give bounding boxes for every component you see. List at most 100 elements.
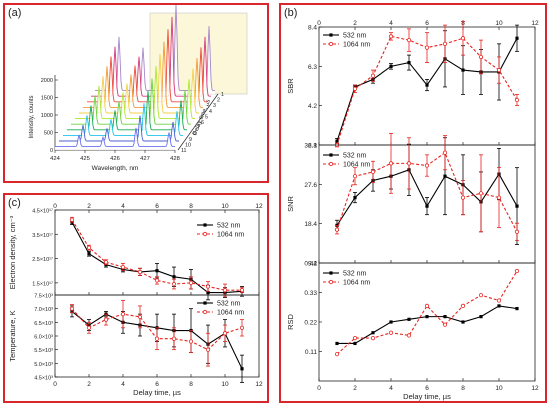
data-point-1064 [120,264,126,270]
legend-label: 532 nm [343,271,367,278]
y-tick-label: 0.33 [304,290,317,297]
data-point-532 [515,306,519,311]
y-tick-label: 6.5×10³ [34,321,53,327]
data-point-1064 [370,169,376,175]
y-tick-label: 4.2 [308,103,317,110]
y-tick-label: 4.5×10³ [34,376,53,382]
data-point-1064 [205,284,211,289]
data-point-1064 [496,195,502,200]
data-point-532 [353,195,357,200]
y-tick-label: 1500 [41,96,53,102]
trace-fill [83,41,203,111]
data-point-1064 [388,34,394,39]
z-tick-label: 9 [189,137,192,143]
x-tick-label: 10 [221,381,229,388]
trace-fill [79,53,199,117]
data-point-532 [407,60,411,65]
trace-fill [63,103,183,139]
data-point-1064 [239,288,245,293]
data-point-1064 [514,268,520,274]
data-point-1064 [478,293,484,298]
y-tick-label: 27.6 [304,182,317,189]
data-point-1064 [514,229,520,234]
z-tick-label: 5 [205,114,208,120]
y-axis-label: RSD [286,314,295,330]
data-point-1064 [154,278,160,283]
z-tick-label: 1 [221,92,224,98]
data-point-1064 [496,298,502,303]
data-point-1064 [86,325,92,330]
data-point-1064 [239,325,245,330]
data-point-532 [389,320,393,324]
y-tick-label: 2.5×10¹⁷ [32,256,53,263]
data-point-1064 [352,335,358,341]
y-tick-label: 500 [44,131,53,137]
x-top-tick-label: 10 [495,20,503,27]
data-point-1064 [352,174,358,179]
data-point-532 [172,275,176,279]
data-point-1064 [103,260,109,265]
x-tick-label: 6 [155,381,159,388]
series-line-1064 [336,270,518,355]
x-top-tick-label: 12 [531,20,539,27]
y-tick-label: 5.0×10³ [34,362,53,368]
data-point-1064 [69,217,75,222]
x-tick-label: 427 [140,156,150,162]
y-tick-label: 9.2 [308,261,317,268]
panel-a-label: (a) [8,7,22,19]
data-point-532 [461,320,465,324]
data-point-1064 [205,347,211,352]
x-top-tick-label: 0 [317,20,321,27]
data-point-1064 [388,161,394,166]
x-tick-label: 2 [87,381,91,388]
y-tick-label: 0.44 [304,261,317,268]
data-point-1064 [460,303,466,309]
data-point-1064 [406,161,412,166]
trace-fill [71,78,191,128]
legend-label: 532 nm [343,153,367,160]
z-tick-label: 7 [197,126,200,132]
legend-marker [202,231,208,237]
y-axis-label: SBR [286,78,295,94]
trace-fill [91,16,211,100]
data-point-532 [425,204,429,208]
z-tick-label: 2 [217,98,220,104]
data-point-1064 [171,281,177,287]
y-tick-label: 0 [50,148,53,154]
data-point-1064 [478,191,484,196]
data-point-1064 [334,352,340,357]
data-point-532 [443,315,447,319]
y-tick-label: 5.5×10³ [34,348,53,354]
data-point-1064 [496,67,502,73]
y-tick-label: 36.8 [304,143,317,150]
data-point-1064 [370,73,376,78]
y-tick-label: 18.4 [304,221,317,228]
data-point-1064 [442,150,448,155]
trace-fill [95,4,215,95]
data-point-1064 [334,227,340,232]
x-top-tick-label: 4 [121,203,125,210]
data-point-1064 [406,333,412,338]
spectrum-trace-11 [55,127,175,148]
panel-c-label: (c) [8,197,21,209]
y-axis-label: Electron density, cm⁻³ [8,215,17,289]
x-tick-label: 4 [389,385,393,392]
data-point-532 [425,83,429,87]
legend-marker [329,153,333,157]
y-tick-label: 1000 [41,113,53,119]
legend-marker [328,279,334,285]
data-point-1064 [188,280,194,285]
legend-marker [328,41,334,47]
data-point-1064 [514,97,520,103]
trace-fill [87,29,207,106]
data-point-1064 [103,317,109,322]
series-line-532 [337,305,518,345]
x-axis-label: Wavelength, nm [92,165,139,172]
x-tick-label: 8 [189,381,193,388]
x-top-tick-label: 12 [255,203,263,210]
x-tick-label: 424 [50,156,60,162]
data-point-1064 [460,36,466,41]
